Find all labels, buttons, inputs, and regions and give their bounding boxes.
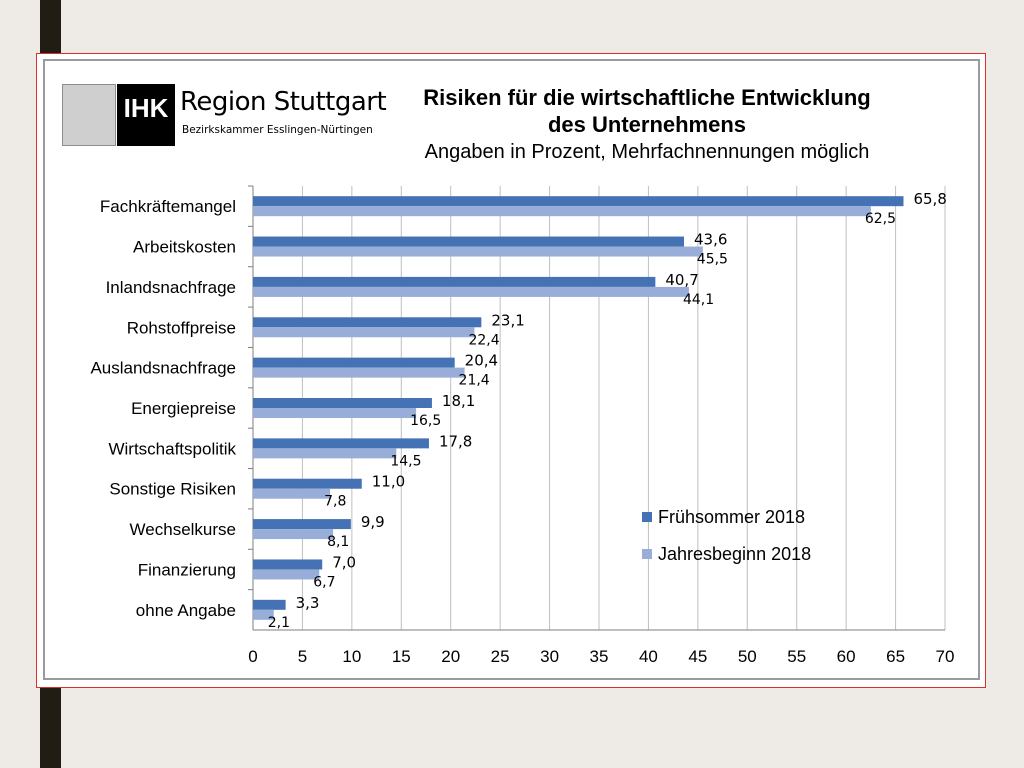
bar-jahresbeginn bbox=[253, 327, 475, 338]
bar-fruehsommer bbox=[253, 438, 429, 449]
x-tick-label: 50 bbox=[738, 647, 757, 666]
bar-fruehsommer bbox=[253, 317, 482, 328]
category-label: Sonstige Risiken bbox=[109, 480, 236, 499]
x-tick-label: 35 bbox=[590, 647, 609, 666]
category-label: Auslandsnachfrage bbox=[90, 359, 236, 378]
chart-title-block: Risiken für die wirtschaftliche Entwickl… bbox=[372, 84, 922, 166]
bar-jahresbeginn bbox=[253, 367, 465, 378]
x-tick-label: 45 bbox=[688, 647, 707, 666]
x-tick-label: 15 bbox=[392, 647, 411, 666]
bar-jahresbeginn bbox=[253, 569, 320, 580]
category-label: Arbeitskosten bbox=[133, 238, 236, 257]
data-label: 22,4 bbox=[468, 332, 499, 348]
ihk-logo: IHK Region Stuttgart Bezirkskammer Essli… bbox=[62, 84, 387, 146]
decor-bar-bottom bbox=[40, 688, 61, 768]
data-label: 23,1 bbox=[491, 311, 524, 329]
data-label: 21,4 bbox=[459, 373, 490, 389]
category-label: Wechselkurse bbox=[130, 520, 236, 539]
bar-jahresbeginn bbox=[253, 529, 334, 540]
x-tick-label: 40 bbox=[639, 647, 658, 666]
data-label: 7,0 bbox=[332, 553, 356, 571]
bar-fruehsommer bbox=[253, 478, 362, 489]
logo-gray-block bbox=[62, 84, 116, 146]
data-label: 17,8 bbox=[439, 432, 472, 450]
category-label: Rohstoffpreise bbox=[127, 318, 236, 337]
category-label: ohne Angabe bbox=[136, 601, 236, 620]
bar-fruehsommer bbox=[253, 236, 685, 247]
data-label: 62,5 bbox=[865, 211, 896, 227]
x-tick-label: 65 bbox=[886, 647, 905, 666]
bar-fruehsommer bbox=[253, 196, 904, 207]
category-label: Inlandsnachfrage bbox=[106, 278, 236, 297]
category-label: Fachkräftemangel bbox=[100, 197, 236, 216]
data-label: 7,8 bbox=[324, 494, 346, 510]
chart-box bbox=[43, 59, 980, 680]
bar-jahresbeginn bbox=[253, 286, 689, 297]
data-label: 40,7 bbox=[665, 271, 698, 289]
category-label: Wirtschaftspolitik bbox=[108, 439, 236, 458]
x-tick-label: 70 bbox=[936, 647, 955, 666]
data-label: 44,1 bbox=[683, 292, 714, 308]
logo-mark: IHK bbox=[117, 84, 175, 146]
data-label: 3,3 bbox=[296, 594, 320, 612]
bar-jahresbeginn bbox=[253, 408, 417, 418]
bar-fruehsommer bbox=[253, 599, 286, 610]
chart-subtitle: Angaben in Prozent, Mehrfachnennungen mö… bbox=[424, 141, 870, 163]
data-label: 45,5 bbox=[697, 252, 728, 268]
chart-title-line1: Risiken für die wirtschaftliche Entwickl… bbox=[423, 85, 871, 110]
x-tick-label: 30 bbox=[540, 647, 559, 666]
category-label: Energiepreise bbox=[131, 399, 236, 418]
data-label: 65,8 bbox=[913, 190, 946, 208]
bar-fruehsommer bbox=[253, 276, 656, 287]
x-tick-label: 10 bbox=[342, 647, 361, 666]
bar-jahresbeginn bbox=[253, 488, 331, 499]
legend-label: Frühsommer 2018 bbox=[658, 507, 805, 527]
data-label: 16,5 bbox=[410, 413, 441, 429]
category-label: Finanzierung bbox=[138, 560, 236, 579]
data-label: 20,4 bbox=[465, 352, 498, 370]
data-label: 8,1 bbox=[327, 534, 349, 550]
data-label: 6,7 bbox=[313, 574, 335, 590]
data-label: 14,5 bbox=[390, 453, 421, 469]
bar-jahresbeginn bbox=[253, 609, 274, 620]
bar-fruehsommer bbox=[253, 357, 455, 368]
bar-jahresbeginn bbox=[253, 206, 871, 217]
bar-fruehsommer bbox=[253, 559, 323, 570]
bar-fruehsommer bbox=[253, 398, 432, 408]
data-label: 2,1 bbox=[268, 615, 290, 631]
legend-swatch bbox=[642, 512, 652, 522]
bar-jahresbeginn bbox=[253, 246, 703, 257]
logo-subtitle: Bezirkskammer Esslingen-Nürtingen bbox=[182, 124, 373, 136]
logo-name: Region Stuttgart bbox=[180, 87, 387, 117]
decor-bar-top bbox=[40, 0, 61, 55]
legend-label: Jahresbeginn 2018 bbox=[658, 544, 811, 564]
legend-swatch bbox=[642, 549, 652, 559]
data-label: 43,6 bbox=[694, 231, 727, 249]
x-tick-label: 60 bbox=[837, 647, 856, 666]
x-tick-label: 25 bbox=[491, 647, 510, 666]
data-label: 18,1 bbox=[442, 392, 475, 410]
bar-jahresbeginn bbox=[253, 448, 397, 459]
chart-title-line2: des Unternehmens bbox=[547, 112, 747, 137]
x-tick-label: 0 bbox=[248, 647, 257, 666]
data-label: 9,9 bbox=[361, 513, 385, 531]
x-tick-label: 20 bbox=[441, 647, 460, 666]
data-label: 11,0 bbox=[372, 473, 405, 491]
bar-fruehsommer bbox=[253, 519, 351, 530]
x-tick-label: 5 bbox=[298, 647, 307, 666]
x-tick-label: 55 bbox=[787, 647, 806, 666]
